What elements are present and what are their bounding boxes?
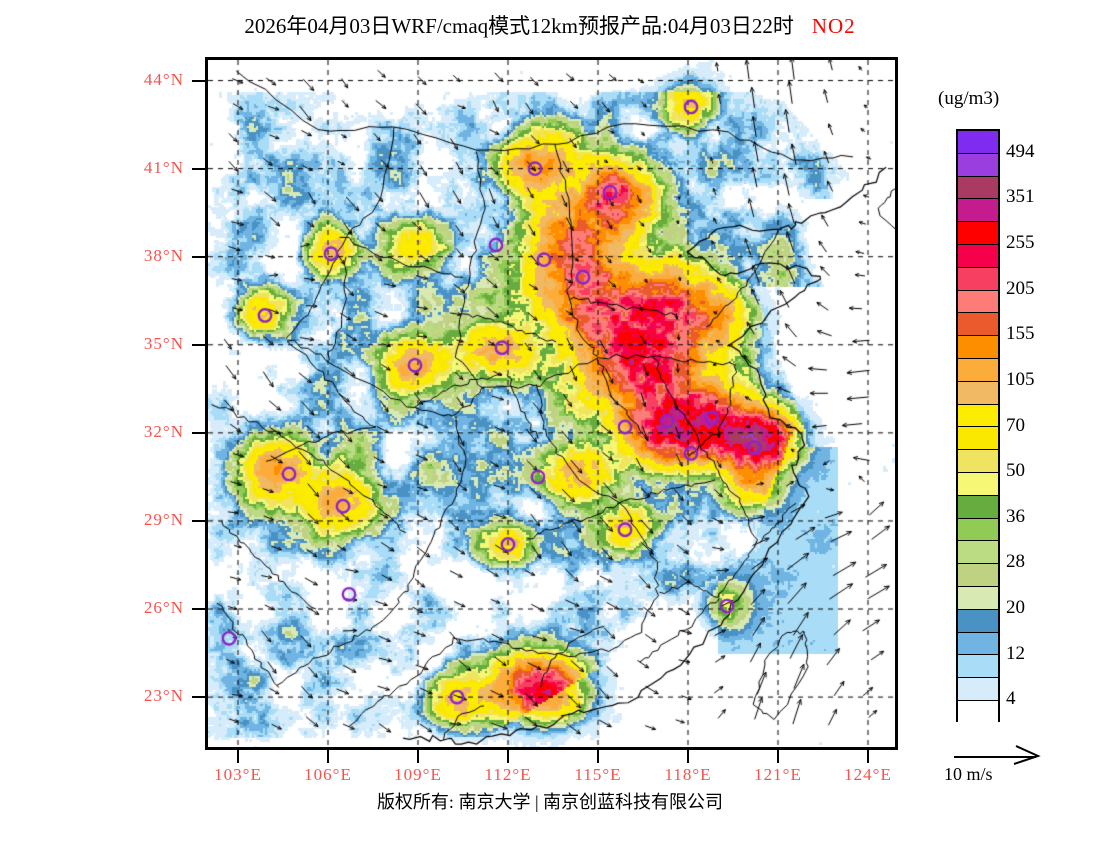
y-axis-tick [192,79,206,82]
colorbar-band [958,358,998,382]
colorbar-tick-label: 255 [1006,232,1035,254]
colorbar-band [958,518,998,542]
colorbar-band [958,450,998,473]
colorbar-band [958,404,998,428]
title-main: 2026年04月03日WRF/cmaq模式12km预报产品:04月03日22时 [244,14,794,38]
x-axis-label: 109°E [394,765,442,784]
colorbar-tick-label: 70 [1006,414,1025,436]
colorbar-tick-label: 50 [1006,460,1025,482]
y-axis-tick [192,696,206,699]
colorbar-units-label: (ug/m3) [938,88,1000,109]
colorbar-tick-label: 12 [1006,642,1025,664]
colorbar-band [958,564,998,587]
x-axis-tick [687,750,689,763]
x-axis-tick [237,750,239,763]
colorbar-band [958,176,998,200]
map-plot-area[interactable] [205,57,898,750]
colorbar-band [958,199,998,223]
copyright-footer: 版权所有: 南京大学 | 南京创蓝科技有限公司 [376,792,724,812]
map-canvas[interactable] [208,60,895,747]
colorbar-band [958,267,998,291]
colorbar-tick-label: 20 [1006,596,1025,618]
colorbar[interactable] [956,129,1000,724]
colorbar-band [958,222,998,245]
colorbar-band [958,131,998,154]
y-axis-label: 38°N [143,245,184,265]
y-axis-label: 44°N [143,69,184,89]
x-axis-tick [507,750,509,763]
wind-arrow-icon [954,745,1041,765]
x-axis-label: 112°E [484,765,532,784]
y-axis-tick [192,343,206,346]
colorbar-band [958,313,998,337]
colorbar-tick-label: 36 [1006,505,1025,527]
colorbar-tick-label: 494 [1006,140,1035,162]
x-axis-tick [327,750,329,763]
y-axis-tick [192,519,206,522]
colorbar-tick-label: 28 [1006,551,1025,573]
x-axis-tick [867,750,869,763]
colorbar-band [958,609,998,633]
colorbar-band [958,632,998,656]
colorbar-band [958,541,998,565]
y-axis-tick [192,431,206,434]
colorbar-band [958,678,998,701]
y-axis-label: 35°N [143,333,184,353]
page-title: 2026年04月03日WRF/cmaq模式12km预报产品:04月03日22时 N… [0,10,1100,40]
colorbar-band [958,495,998,519]
wind-scale-legend: 10 m/s [944,744,1084,790]
colorbar-tick-label: 105 [1006,368,1035,390]
x-axis-tick [777,750,779,763]
y-axis-tick [192,167,206,170]
y-axis-label: 23°N [143,686,184,706]
colorbar-tick-label: 351 [1006,186,1035,208]
y-axis-tick [192,608,206,610]
colorbar-band [958,655,998,679]
y-axis-tick [192,255,206,258]
colorbar-tick-label: 155 [1006,323,1035,345]
colorbar-tick-label: 205 [1006,277,1035,299]
title-species: NO2 [811,14,856,38]
x-axis-tick [417,750,419,763]
x-axis-tick [597,750,599,763]
x-axis-label: 118°E [664,765,712,784]
wind-scale-label: 10 m/s [944,764,993,784]
colorbar-tick-label: 4 [1006,688,1016,710]
x-axis-label: 121°E [754,765,802,784]
colorbar-band [958,153,998,177]
x-axis-label: 115°E [574,765,622,784]
y-axis-label: 26°N [143,598,184,617]
x-axis-label: 103°E [214,765,262,784]
colorbar-band [958,586,998,610]
colorbar-band [958,700,998,724]
colorbar-band [958,472,998,496]
y-axis-label: 41°N [143,157,184,177]
colorbar-band [958,290,998,314]
y-axis-label: 32°N [143,421,184,441]
y-axis-label: 29°N [143,509,184,529]
x-axis-label: 106°E [304,765,352,784]
colorbar-band [958,336,998,359]
x-axis-label: 124°E [844,765,892,784]
colorbar-band [958,244,998,268]
colorbar-band [958,427,998,451]
colorbar-band [958,381,998,405]
